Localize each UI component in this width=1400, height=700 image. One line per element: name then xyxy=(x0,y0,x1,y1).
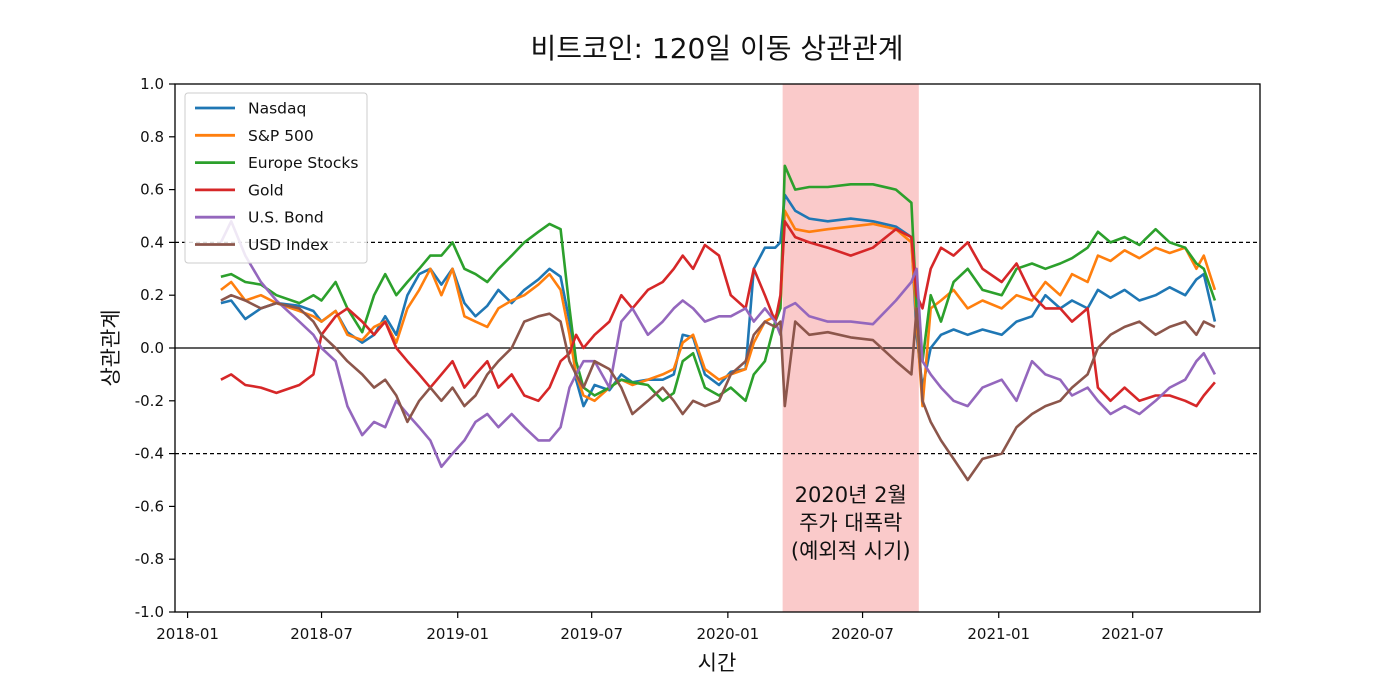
y-axis-ticks: 1.0 0.8 0.6 0.4 0.2 0.0 -0.2 -0.4 -0.6 -0.8 -1.0 xyxy=(135,75,175,621)
y-tick-label: -0.8 xyxy=(135,550,164,568)
series-line-europe-stocks xyxy=(220,164,1217,403)
y-tick-label: 0.2 xyxy=(140,286,164,304)
legend-label: USD Index xyxy=(248,236,329,254)
legend-label: U.S. Bond xyxy=(248,209,324,227)
series-line-gold xyxy=(220,220,1216,408)
x-tick-label: 2021-01 xyxy=(967,625,1030,643)
annotation-line: (예외적 시기) xyxy=(791,539,911,563)
y-tick-label: 0.0 xyxy=(140,339,164,357)
y-tick-label: 0.4 xyxy=(140,233,164,251)
y-tick-label: -0.2 xyxy=(135,392,164,410)
x-axis-ticks: 2018-01 2018-07 2019-01 2019-07 2020-01 2020-… xyxy=(156,612,1164,643)
y-tick-label: 0.8 xyxy=(140,128,164,146)
y-tick-label: -1.0 xyxy=(135,603,164,621)
legend-label: Gold xyxy=(248,181,284,199)
series-lines xyxy=(219,164,1217,482)
reference-lines xyxy=(175,241,1260,455)
legend-label: S&P 500 xyxy=(248,127,314,145)
x-tick-label: 2018-07 xyxy=(290,625,353,643)
x-axis-title: 시간 xyxy=(698,651,737,675)
series-line-nasdaq xyxy=(220,193,1217,408)
y-axis-title: 상관관계 xyxy=(99,309,123,386)
x-tick-label: 2018-01 xyxy=(156,625,219,643)
y-tick-label: 0.6 xyxy=(140,181,164,199)
x-tick-label: 2019-01 xyxy=(426,625,489,643)
series-line-usd-index xyxy=(220,293,1216,482)
legend-label: Europe Stocks xyxy=(248,154,358,172)
legend: Nasdaq S&P 500 Europe Stocks Gold U.S. Bond U… xyxy=(184,92,368,264)
x-tick-label: 2020-07 xyxy=(831,625,894,643)
annotation-line: 2020년 2월 xyxy=(795,483,907,507)
chart-title: 비트코인: 120일 이동 상관관계 xyxy=(531,32,904,65)
y-tick-label: 1.0 xyxy=(140,75,164,93)
legend-label: Nasdaq xyxy=(248,100,306,118)
y-tick-label: -0.6 xyxy=(135,497,164,515)
y-tick-label: -0.4 xyxy=(135,445,164,463)
series-line-u-s-bond xyxy=(219,220,1217,469)
x-tick-label: 2020-01 xyxy=(697,625,760,643)
annotation-line: 주가 대폭락 xyxy=(799,511,902,535)
series-line-s-p-500 xyxy=(220,209,1217,408)
x-tick-label: 2021-07 xyxy=(1101,625,1164,643)
x-tick-label: 2019-07 xyxy=(560,625,623,643)
